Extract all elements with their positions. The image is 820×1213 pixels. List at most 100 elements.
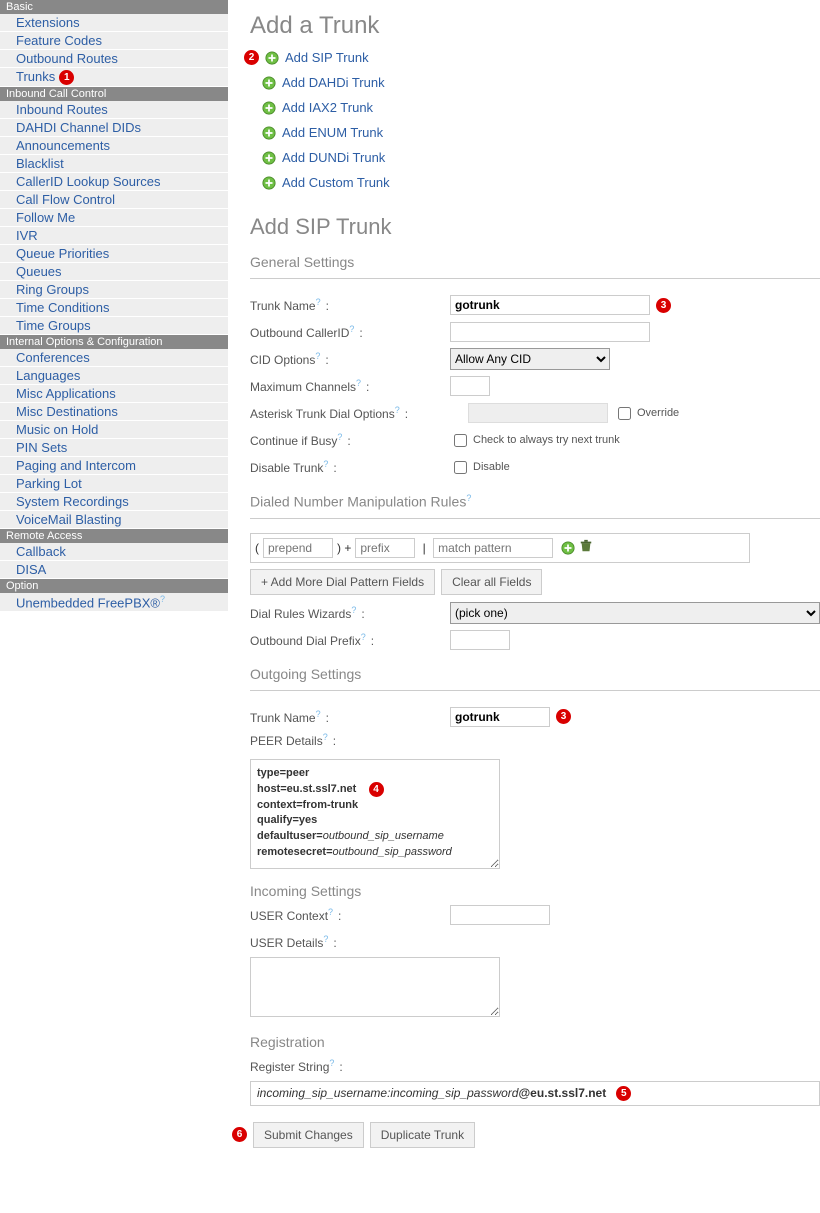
sidebar-item[interactable]: Parking Lot [0, 475, 228, 493]
sidebar-item[interactable]: Ring Groups [0, 281, 228, 299]
sidebar-item-link[interactable]: System Recordings [16, 494, 129, 509]
sidebar-item-link[interactable]: IVR [16, 228, 38, 243]
match-input[interactable] [433, 538, 553, 558]
cid-options-select[interactable]: Allow Any CID [450, 348, 610, 370]
sidebar-item[interactable]: Queues [0, 263, 228, 281]
sidebar-item-link[interactable]: Unembedded FreePBX® [16, 595, 160, 610]
sidebar-item-link[interactable]: Languages [16, 368, 80, 383]
dial-rules-wizards-select[interactable]: (pick one) [450, 602, 820, 624]
sidebar-item-link[interactable]: Parking Lot [16, 476, 82, 491]
sidebar-item-link[interactable]: Announcements [16, 138, 110, 153]
sidebar-item[interactable]: DAHDI Channel DIDs [0, 119, 228, 137]
sidebar-item[interactable]: Callback [0, 543, 228, 561]
help-icon[interactable]: ? [351, 605, 361, 615]
help-icon[interactable]: ? [323, 459, 333, 469]
sidebar-item[interactable]: Trunks1 [0, 68, 228, 87]
outbound-dial-prefix-input[interactable] [450, 630, 510, 650]
add-trunk-link[interactable]: Add Custom Trunk [282, 175, 390, 190]
sidebar-item-link[interactable]: Paging and Intercom [16, 458, 136, 473]
add-trunk-link[interactable]: Add DAHDi Trunk [282, 75, 385, 90]
register-string-input[interactable]: incoming_sip_username:incoming_sip_passw… [250, 1081, 820, 1106]
sidebar-item-link[interactable]: Follow Me [16, 210, 75, 225]
sidebar-item-link[interactable]: Conferences [16, 350, 90, 365]
sidebar-item[interactable]: Music on Hold [0, 421, 228, 439]
plus-icon[interactable] [561, 541, 575, 555]
sidebar-item[interactable]: Paging and Intercom [0, 457, 228, 475]
sidebar-item-link[interactable]: Time Conditions [16, 300, 109, 315]
sidebar-item[interactable]: Call Flow Control [0, 191, 228, 209]
add-trunk-link[interactable]: Add ENUM Trunk [282, 125, 383, 140]
sidebar-item-link[interactable]: Extensions [16, 15, 80, 30]
sidebar-item-link[interactable]: Feature Codes [16, 33, 102, 48]
help-icon[interactable]: ? [323, 934, 333, 944]
sidebar-item-link[interactable]: VoiceMail Blasting [16, 512, 122, 527]
sidebar-item[interactable]: VoiceMail Blasting [0, 511, 228, 529]
sidebar-item[interactable]: Languages [0, 367, 228, 385]
sidebar-item-link[interactable]: Music on Hold [16, 422, 98, 437]
outbound-cid-input[interactable] [450, 322, 650, 342]
sidebar-item-link[interactable]: Outbound Routes [16, 51, 118, 66]
sidebar-item[interactable]: Queue Priorities [0, 245, 228, 263]
sidebar-item-link[interactable]: Callback [16, 544, 66, 559]
sidebar-item-link[interactable]: Queue Priorities [16, 246, 109, 261]
max-channels-input[interactable] [450, 376, 490, 396]
clear-all-fields-button[interactable]: Clear all Fields [441, 569, 542, 595]
sidebar-item[interactable]: PIN Sets [0, 439, 228, 457]
sidebar-item[interactable]: Misc Applications [0, 385, 228, 403]
sidebar-item[interactable]: Follow Me [0, 209, 228, 227]
sidebar-item-link[interactable]: Misc Destinations [16, 404, 118, 419]
sidebar-item[interactable]: Outbound Routes [0, 50, 228, 68]
help-icon[interactable]: ? [160, 594, 170, 604]
prepend-input[interactable] [263, 538, 333, 558]
help-icon[interactable]: ? [316, 297, 326, 307]
sidebar-item[interactable]: System Recordings [0, 493, 228, 511]
submit-changes-button[interactable]: Submit Changes [253, 1122, 364, 1148]
sidebar-item[interactable]: Time Groups [0, 317, 228, 335]
help-icon[interactable]: ? [316, 709, 326, 719]
sidebar-item-link[interactable]: Ring Groups [16, 282, 89, 297]
trash-icon[interactable] [579, 539, 593, 556]
help-icon[interactable]: ? [466, 493, 476, 503]
sidebar-item[interactable]: CallerID Lookup Sources [0, 173, 228, 191]
help-icon[interactable]: ? [361, 632, 371, 642]
help-icon[interactable]: ? [323, 732, 333, 742]
sidebar-item[interactable]: Unembedded FreePBX®? [0, 593, 228, 612]
help-icon[interactable]: ? [328, 907, 338, 917]
help-icon[interactable]: ? [337, 432, 347, 442]
disable-trunk-checkbox[interactable] [454, 461, 467, 474]
sidebar-item[interactable]: DISA [0, 561, 228, 579]
add-more-dial-patterns-button[interactable]: + Add More Dial Pattern Fields [250, 569, 435, 595]
sidebar-item[interactable]: Misc Destinations [0, 403, 228, 421]
sidebar-item[interactable]: Extensions [0, 14, 228, 32]
sidebar-item-link[interactable]: Trunks [16, 69, 55, 84]
sidebar-item[interactable]: Inbound Routes [0, 101, 228, 119]
sidebar-item-link[interactable]: Time Groups [16, 318, 91, 333]
sidebar-item-link[interactable]: CallerID Lookup Sources [16, 174, 161, 189]
override-checkbox[interactable] [618, 407, 631, 420]
sidebar-item[interactable]: IVR [0, 227, 228, 245]
sidebar-item[interactable]: Blacklist [0, 155, 228, 173]
sidebar-item-link[interactable]: Inbound Routes [16, 102, 108, 117]
add-trunk-link[interactable]: Add DUNDi Trunk [282, 150, 385, 165]
sidebar-item[interactable]: Time Conditions [0, 299, 228, 317]
add-sip-trunk-link[interactable]: Add SIP Trunk [285, 50, 369, 65]
duplicate-trunk-button[interactable]: Duplicate Trunk [370, 1122, 475, 1148]
user-context-input[interactable] [450, 905, 550, 925]
sidebar-item[interactable]: Announcements [0, 137, 228, 155]
sidebar-item-link[interactable]: DAHDI Channel DIDs [16, 120, 141, 135]
help-icon[interactable]: ? [349, 324, 359, 334]
sidebar-item-link[interactable]: Misc Applications [16, 386, 116, 401]
add-trunk-link[interactable]: Add IAX2 Trunk [282, 100, 373, 115]
trunk-name-input[interactable] [450, 295, 650, 315]
continue-busy-checkbox[interactable] [454, 434, 467, 447]
help-icon[interactable]: ? [356, 378, 366, 388]
peer-details-textarea[interactable]: type=peer host=eu.st.ssl7.net 4 context=… [250, 759, 500, 869]
sidebar-item-link[interactable]: Call Flow Control [16, 192, 115, 207]
out-trunk-name-input[interactable] [450, 707, 550, 727]
sidebar-item-link[interactable]: Queues [16, 264, 62, 279]
sidebar-item-link[interactable]: PIN Sets [16, 440, 67, 455]
help-icon[interactable]: ? [329, 1058, 339, 1068]
sidebar-item-link[interactable]: Blacklist [16, 156, 64, 171]
sidebar-item-link[interactable]: DISA [16, 562, 46, 577]
user-details-textarea[interactable] [250, 957, 500, 1017]
